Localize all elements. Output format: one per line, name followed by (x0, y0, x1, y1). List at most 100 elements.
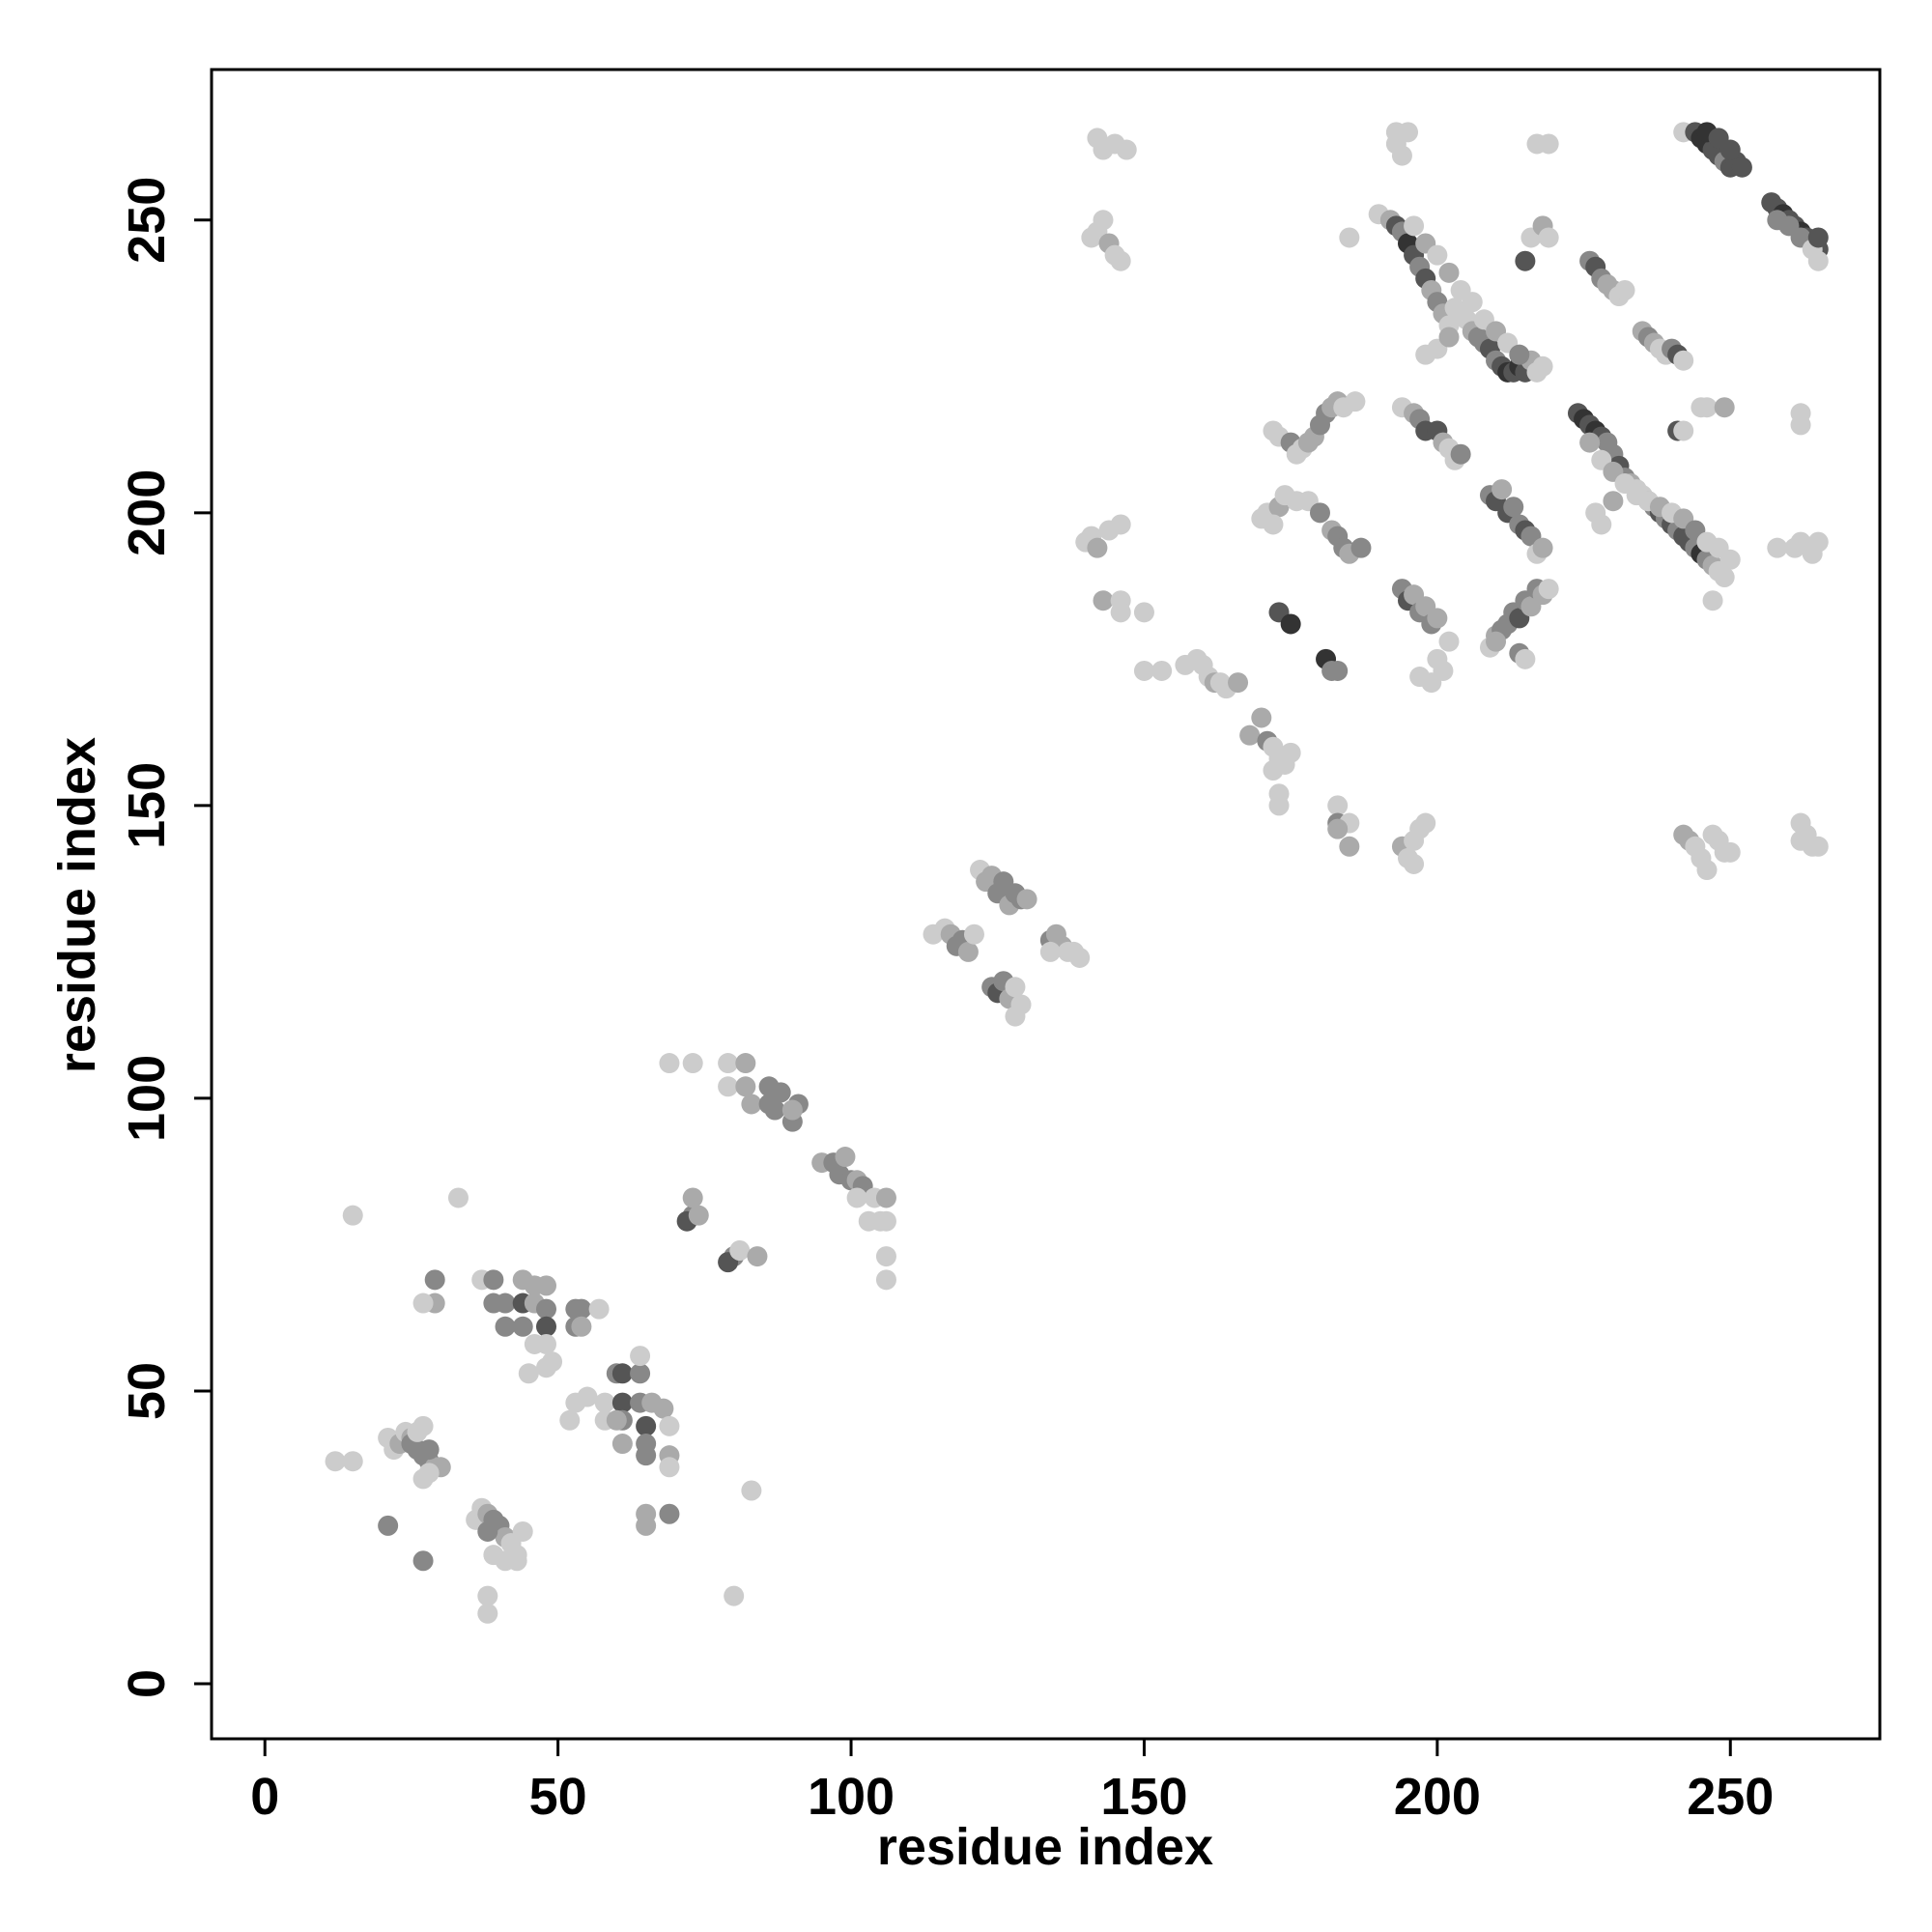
data-point (1427, 244, 1448, 266)
data-point (875, 1187, 896, 1208)
data-point (1807, 836, 1829, 857)
data-point (1696, 860, 1718, 881)
data-point (542, 1351, 563, 1373)
data-point (1005, 1006, 1026, 1027)
data-point (1433, 660, 1454, 681)
data-point (535, 1298, 556, 1320)
data-point (378, 1515, 399, 1536)
data-point (718, 1076, 739, 1097)
data-point (1350, 537, 1372, 558)
data-point (1719, 549, 1741, 570)
data-point (659, 1053, 680, 1074)
data-point (594, 1392, 615, 1413)
data-point (611, 1363, 633, 1384)
data-point (588, 1298, 610, 1320)
data-point (477, 1585, 498, 1606)
data-point (688, 1205, 709, 1226)
data-point (636, 1515, 657, 1536)
data-point (1110, 250, 1131, 271)
data-point (869, 1210, 891, 1232)
data-point (1492, 479, 1513, 500)
data-point (729, 1240, 751, 1262)
data-point (875, 1269, 896, 1291)
data-point (747, 1246, 768, 1267)
data-point (1503, 497, 1524, 518)
data-point (512, 1316, 533, 1337)
x-tick-label: 100 (808, 1768, 895, 1826)
data-point (636, 1415, 657, 1436)
data-point (1438, 262, 1460, 283)
data-point (741, 1480, 762, 1501)
data-point (611, 1392, 633, 1413)
data-point (1016, 889, 1037, 910)
data-point (1415, 812, 1436, 834)
y-tick-label: 250 (118, 177, 176, 264)
data-point (1515, 250, 1536, 271)
y-tick-label: 150 (118, 762, 176, 849)
data-point (1251, 707, 1272, 728)
data-point (325, 1451, 346, 1472)
data-point (1339, 836, 1360, 857)
data-point (1719, 139, 1741, 160)
data-point (1673, 350, 1694, 371)
y-tick-label: 50 (118, 1362, 176, 1420)
x-axis-title: residue index (877, 1818, 1213, 1876)
data-point (1110, 514, 1131, 535)
data-point (1404, 853, 1425, 874)
data-point (1327, 660, 1349, 681)
data-point (1391, 145, 1412, 166)
data-point (764, 1099, 785, 1121)
data-point (1731, 156, 1752, 178)
data-point (1603, 491, 1624, 512)
data-point (630, 1346, 651, 1367)
data-point (1614, 280, 1635, 301)
data-point (1807, 531, 1829, 553)
data-point (1438, 631, 1460, 652)
data-point (412, 1468, 434, 1490)
x-tick-label: 150 (1100, 1768, 1187, 1826)
data-point (1263, 514, 1284, 535)
data-point (1790, 414, 1811, 436)
data-point (1116, 139, 1137, 160)
data-point (781, 1099, 803, 1121)
data-point (1309, 502, 1330, 524)
data-point (535, 1333, 556, 1354)
data-point (571, 1316, 592, 1337)
data-point (1714, 566, 1735, 587)
x-tick-label: 250 (1687, 1768, 1774, 1826)
data-point (1151, 660, 1173, 681)
x-tick-label: 200 (1394, 1768, 1481, 1826)
y-axis-title: residue index (48, 737, 106, 1073)
data-point (636, 1445, 657, 1466)
data-point (535, 1275, 556, 1296)
data-point (424, 1269, 445, 1291)
data-point (963, 923, 984, 945)
data-point (1093, 210, 1114, 231)
data-point (1093, 590, 1114, 611)
data-point (1807, 227, 1829, 248)
data-point (412, 1415, 434, 1436)
data-point (412, 1293, 434, 1314)
data-point (653, 1398, 674, 1419)
data-point (630, 1363, 651, 1384)
data-point (1228, 672, 1249, 694)
data-point (1404, 215, 1425, 237)
data-point (1515, 648, 1536, 669)
data-point (659, 1457, 680, 1478)
data-point (957, 941, 979, 962)
data-point (1427, 608, 1448, 629)
data-point (718, 1053, 739, 1074)
data-point (724, 1585, 745, 1606)
data-point (1133, 602, 1154, 623)
data-point (1696, 397, 1718, 418)
data-point (1339, 227, 1360, 248)
data-point (1462, 292, 1483, 313)
data-point (559, 1409, 581, 1431)
data-point (1280, 613, 1301, 635)
data-point (659, 1503, 680, 1524)
data-point (1509, 344, 1530, 365)
data-point (1398, 122, 1419, 143)
data-point (577, 1386, 598, 1407)
data-point (735, 1053, 756, 1074)
